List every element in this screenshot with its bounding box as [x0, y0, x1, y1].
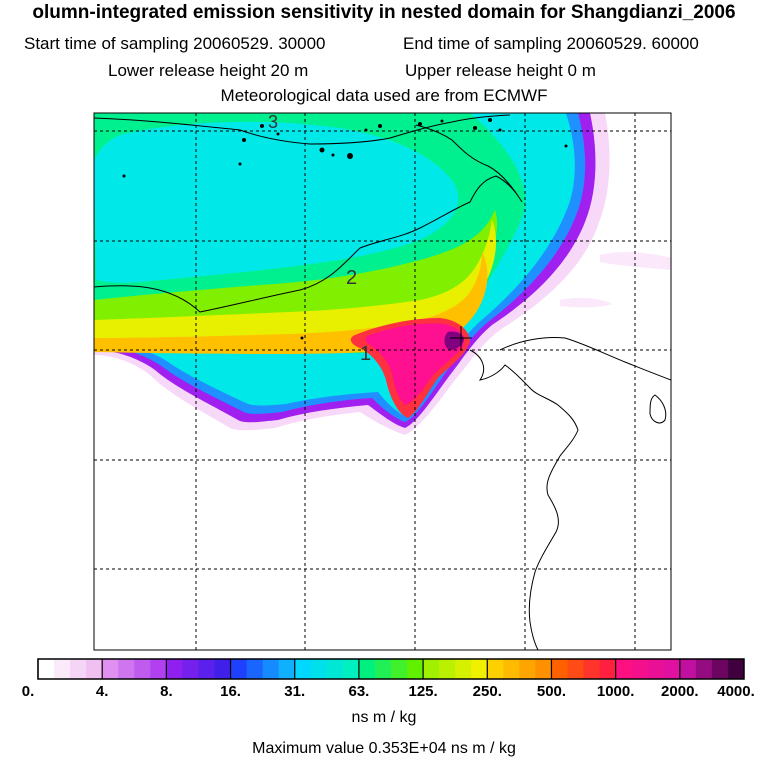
colorbar-cell	[70, 659, 87, 679]
coastline	[94, 124, 523, 313]
colorbar-cell	[391, 659, 408, 679]
colorbar-cell	[150, 659, 167, 679]
colorbar-tick-label: 16.	[220, 683, 241, 700]
colorbar-tick-label: 1000.	[596, 683, 635, 700]
colorbar-tick-label: 8.	[160, 683, 173, 700]
lower-release-label: Lower release height 20 m	[108, 61, 309, 80]
colorbar-cell	[679, 659, 697, 679]
colorbar-cell	[54, 659, 71, 679]
colorbar-tick-label: 125.	[408, 683, 438, 700]
colorbar-cell	[599, 659, 617, 679]
colorbar-cell	[374, 659, 392, 679]
colorbar-cell	[503, 659, 520, 679]
end-time-label: End time of sampling 20060529. 60000	[403, 34, 699, 53]
colorbar-tick-label: 500.	[536, 683, 567, 700]
colorbar-cell	[407, 659, 424, 679]
colorbar-cell	[86, 659, 103, 679]
colorbar-cell	[326, 659, 344, 679]
colorbar-cell	[439, 659, 456, 679]
colorbar-cell	[535, 659, 552, 679]
colorbar-cell	[294, 659, 312, 679]
colorbar-tick-label: 2000.	[661, 683, 699, 700]
colorbar-cell	[342, 659, 360, 679]
colorbar-cell	[695, 659, 713, 679]
lat-lon-grid	[94, 113, 671, 650]
colorbar-cell	[118, 659, 135, 679]
colorbar-cell	[246, 659, 264, 679]
island-outline	[649, 394, 667, 424]
faint-wisp-2	[560, 297, 612, 308]
colorbar-cell	[102, 659, 119, 679]
colorbar-cell	[278, 659, 296, 679]
map-frame	[93, 112, 672, 651]
colorbar-cell	[647, 659, 665, 679]
contour-level-magenta	[365, 323, 465, 405]
colorbar-cell	[551, 659, 568, 679]
colorbar-tick-label: 250.	[472, 683, 502, 700]
colorbar-frame	[37, 658, 745, 680]
colorbar-cell	[519, 659, 536, 679]
colorbar-cell	[358, 659, 376, 679]
colorbar-cell	[455, 659, 472, 679]
station-marker	[450, 326, 472, 350]
faint-wisp-1	[600, 252, 671, 270]
contour-label-3: 3	[268, 112, 278, 132]
colorbar-units: ns m / kg	[351, 709, 417, 726]
colorbar-cell	[567, 659, 585, 679]
colorbar-cell	[198, 659, 215, 679]
upper-release-label: Upper release height 0 m	[405, 61, 596, 80]
contour-cyan-interior	[94, 121, 459, 283]
colorbar-cell	[214, 659, 232, 679]
maximum-value-label: Maximum value 0.353E+04 ns m / kg	[252, 740, 516, 757]
colorbar-cell	[711, 659, 729, 679]
colorbar-tick-label: 63.	[348, 683, 370, 700]
plot-title: olumn-integrated emission sensitivity in…	[32, 2, 736, 23]
start-time-label: Start time of sampling 20060529. 30000	[24, 34, 326, 53]
colorbar-cell	[615, 659, 633, 679]
colorbar-cell	[727, 659, 745, 679]
colorbar-cell	[583, 659, 601, 679]
colorbar-cell	[471, 659, 488, 679]
border-line-upper	[94, 114, 511, 145]
colorbar-cell	[262, 659, 280, 679]
colorbar-cell	[663, 659, 681, 679]
colorbar-tick-label: 4000.	[717, 683, 755, 700]
colorbar-cell	[182, 659, 199, 679]
colorbar-cell	[230, 659, 248, 679]
coastline-east	[469, 349, 579, 650]
met-data-label: Meteorological data used are from ECMWF	[220, 86, 548, 105]
contour-level-darkpurple	[444, 331, 464, 350]
colorbar-tick-label: 31.	[284, 683, 306, 700]
contour-label-1: 1	[360, 343, 371, 365]
colorbar-cell	[166, 659, 183, 679]
colorbar-cell	[423, 659, 440, 679]
colorbar-tick-label: 0.	[21, 683, 35, 700]
emission-sensitivity-map: 3 2 1	[93, 112, 672, 651]
contour-cyan-top	[470, 113, 550, 188]
colorbar-cell	[38, 659, 55, 679]
colorbar-cell	[487, 659, 504, 679]
contour-label-2: 2	[346, 267, 357, 289]
colorbar-cell	[631, 659, 649, 679]
colorbar-cell	[310, 659, 328, 679]
colorbar-tick-label: 4.	[95, 683, 109, 700]
contour-level-yellow	[94, 220, 496, 350]
coastline-east-2	[499, 337, 671, 381]
island-dots	[122, 118, 568, 340]
colorbar-cell	[134, 659, 151, 679]
